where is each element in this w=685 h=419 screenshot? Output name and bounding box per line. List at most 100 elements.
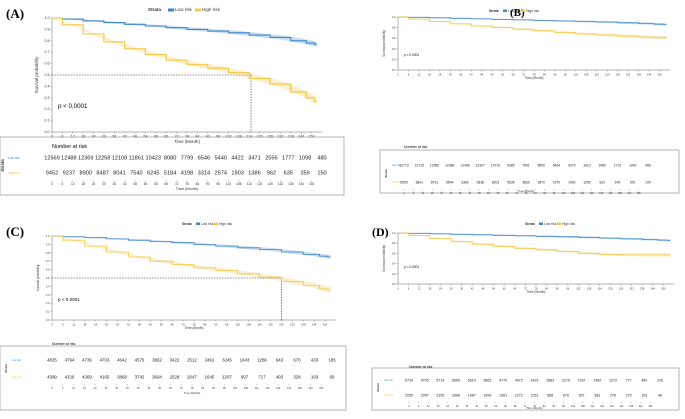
- risk-x-tick-label: 114: [247, 182, 252, 186]
- risk-x-tick-label: 150: [637, 192, 642, 195]
- x-tick-label: 84: [203, 323, 206, 327]
- risk-x-tick-label: 90: [212, 387, 215, 390]
- risk-value-low: 12368: [445, 164, 454, 168]
- x-tick-label: 150: [661, 287, 666, 291]
- risk-x-tick-label: 60: [154, 182, 158, 186]
- risk-value-low: 12719: [415, 164, 424, 168]
- x-tick-label: 60: [160, 323, 163, 327]
- plot-area: 0.0 0.1 0.2 0.3 0.4 0.5 0.6 0.7 0.8 0.9 1.0 0 6 12 18 2…: [34, 16, 322, 144]
- panel-label: (C): [6, 224, 24, 239]
- risk-value-high: 4369: [82, 375, 92, 380]
- y-tick-label: 1.0: [392, 231, 396, 235]
- x-tick-label: 138: [636, 73, 641, 77]
- risk-value-high: 3868: [117, 375, 127, 380]
- x-tick-label: 114: [595, 73, 600, 77]
- legend-swatch-high: [195, 8, 201, 12]
- risk-value-low: 1777: [282, 156, 294, 162]
- x-tick-label: 132: [629, 287, 634, 291]
- x-tick-label: 144: [298, 135, 304, 139]
- panel-a: (A) Strata Low risk High risk0.00.10.20.30.…: [0, 6, 345, 196]
- risk-value-low: 4575: [135, 358, 145, 363]
- x-tick-label: 36: [112, 135, 116, 139]
- risk-x-tick-label: 132: [278, 182, 284, 186]
- risk-value-high: 68: [330, 375, 335, 380]
- risk-x-tick-label: 78: [533, 405, 536, 408]
- x-tick-label: 42: [470, 73, 473, 77]
- y-tick-label: 0.4: [392, 47, 396, 51]
- x-tick-label: 102: [574, 73, 579, 77]
- risk-x-tick-label: 72: [180, 387, 183, 390]
- risk-value-high: 109: [645, 181, 651, 185]
- risk-value-low: 226: [657, 379, 663, 383]
- plot-area: 0.0 0.2 0.4 0.6 0.8 1.0 0 6 12 18 24 30 36 42 48 54 60 66…: [382, 231, 674, 294]
- risk-x-tick-label: 6: [62, 387, 64, 390]
- risk-value-high: 1970: [553, 181, 561, 185]
- x-tick-label: 66: [164, 135, 168, 139]
- risk-x-axis-title: Time (Month): [526, 406, 543, 410]
- risk-x-tick-label: 72: [175, 182, 179, 186]
- risk-value-high: 6203: [492, 181, 500, 185]
- risk-value-high: 9452: [46, 171, 58, 177]
- risk-x-tick-label: 66: [514, 405, 517, 408]
- x-tick-label: 120: [268, 323, 273, 327]
- risk-value-low: 777: [626, 379, 632, 383]
- risk-value-low: 12569: [44, 156, 60, 162]
- risk-value-low: 3245: [222, 358, 232, 363]
- risk-value-high: 46: [658, 394, 662, 398]
- x-tick-label: 120: [605, 73, 610, 77]
- risk-value-high: 1903: [231, 171, 243, 177]
- risk-value-high: 3314: [198, 171, 210, 177]
- risk-x-tick-label: 18: [83, 387, 86, 390]
- risk-value-low: 185: [328, 358, 336, 363]
- risk-value-low: 10710: [491, 164, 500, 168]
- y-tick-label: 0.0: [45, 130, 50, 134]
- x-tick-label: 54: [491, 73, 494, 77]
- risk-x-tick-label: 0: [408, 405, 410, 408]
- risk-value-low: 7799: [181, 156, 193, 162]
- y-tick-label: 0.2: [46, 301, 50, 305]
- x-tick-label: 18: [81, 135, 85, 139]
- risk-x-tick-label: 78: [185, 182, 189, 186]
- x-tick-label: 24: [438, 73, 441, 77]
- x-tick-label: 78: [193, 323, 196, 327]
- risk-value-low: 7901: [522, 164, 530, 168]
- risk-x-tick-label: 126: [599, 192, 604, 195]
- risk-value-high: 103: [641, 394, 647, 398]
- y-tick-label: 0.6: [46, 268, 50, 272]
- p-value: p < 0.0001: [404, 265, 419, 269]
- y-tick-label: 0.6: [392, 251, 396, 255]
- risk-value-high: 3694: [152, 375, 162, 380]
- risk-x-tick-label: 144: [627, 192, 632, 195]
- risk-x-tick-label: 96: [553, 192, 556, 195]
- risk-value-low: 1787: [578, 379, 586, 383]
- risk-x-tick-label: 114: [591, 405, 595, 408]
- risk-value-low: 5563: [483, 379, 491, 383]
- risk-value-high: 676: [615, 181, 621, 185]
- risk-value-low: 12488: [61, 156, 77, 162]
- risk-x-tick-label: 24: [94, 387, 97, 390]
- x-tick-label: 12: [72, 323, 75, 327]
- x-tick-label: 24: [92, 135, 96, 139]
- risk-value-high: 856: [547, 394, 553, 398]
- x-tick-label: 0: [397, 73, 399, 77]
- risk-value-high: 635: [284, 171, 293, 177]
- panel-label: (D): [372, 225, 389, 239]
- risk-value-low: 8080: [164, 156, 176, 162]
- risk-x-tick-label: 126: [610, 405, 615, 408]
- y-tick-label: 0.7: [46, 259, 50, 263]
- risk-value-high: 276: [610, 394, 616, 398]
- risk-x-tick-label: 18: [431, 192, 434, 195]
- x-tick-label: 114: [246, 135, 252, 139]
- legend-swatch-high: [214, 222, 218, 225]
- x-tick-label: 102: [576, 287, 581, 291]
- y-tick-label: 1.0: [392, 15, 396, 19]
- risk-value-low: 2556: [265, 156, 277, 162]
- risk-value-high: 383: [594, 394, 600, 398]
- risk-row-label-low: Low risk: [392, 164, 402, 167]
- risk-table-frame: [371, 367, 680, 411]
- risk-x-tick-label: 96: [223, 387, 226, 390]
- risk-value-low: 4642: [117, 358, 127, 363]
- risk-value-high: 1272: [515, 394, 523, 398]
- p-value: p < 0.0001: [58, 297, 80, 302]
- risk-x-tick-label: 96: [562, 405, 565, 408]
